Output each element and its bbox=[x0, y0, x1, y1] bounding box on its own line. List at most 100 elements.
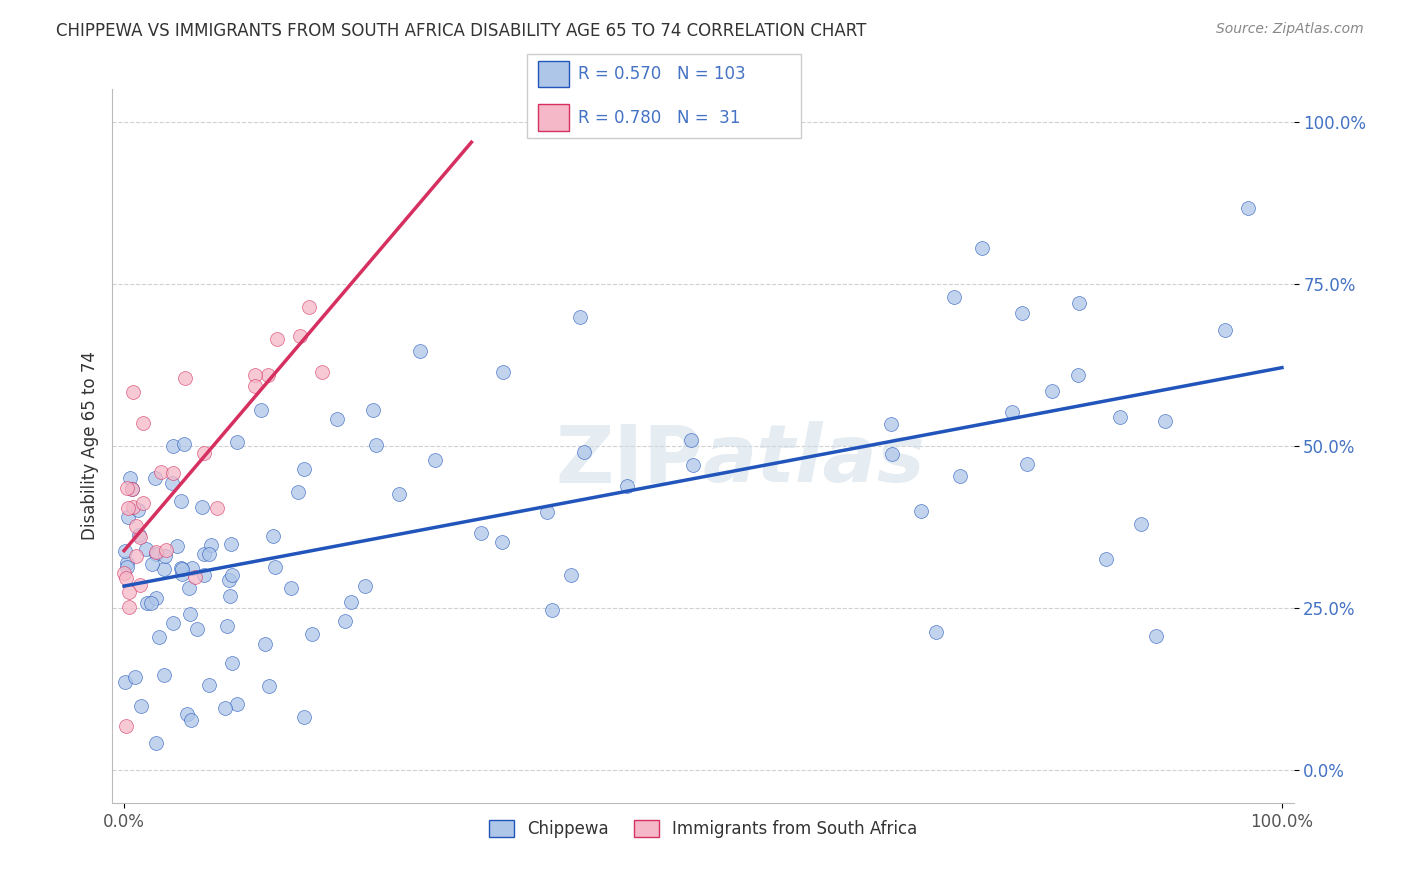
Point bbox=[174, 371, 197, 385]
Point bbox=[972, 241, 994, 255]
Point bbox=[221, 568, 243, 582]
Point bbox=[207, 501, 229, 516]
Point bbox=[184, 569, 207, 583]
Point bbox=[616, 479, 638, 493]
Point bbox=[122, 385, 145, 400]
Point bbox=[1011, 306, 1033, 320]
Point bbox=[409, 343, 432, 358]
Point bbox=[125, 519, 148, 533]
Point bbox=[170, 493, 193, 508]
Point bbox=[145, 547, 167, 561]
Point bbox=[301, 627, 323, 641]
Point bbox=[115, 481, 138, 495]
Point bbox=[361, 403, 384, 417]
Point bbox=[129, 530, 152, 544]
Legend: Chippewa, Immigrants from South Africa: Chippewa, Immigrants from South Africa bbox=[482, 813, 924, 845]
Point bbox=[125, 549, 148, 563]
Point bbox=[139, 596, 162, 610]
Point bbox=[218, 574, 240, 588]
Point bbox=[118, 585, 141, 599]
Text: Source: ZipAtlas.com: Source: ZipAtlas.com bbox=[1216, 22, 1364, 37]
Point bbox=[115, 560, 138, 574]
Point bbox=[354, 579, 377, 593]
Point bbox=[197, 678, 219, 692]
Point bbox=[162, 439, 184, 453]
Text: R = 0.780   N =  31: R = 0.780 N = 31 bbox=[578, 109, 740, 127]
Point bbox=[132, 416, 155, 430]
Point bbox=[112, 566, 135, 581]
Point bbox=[1001, 405, 1024, 419]
Point bbox=[128, 528, 150, 542]
Point bbox=[880, 447, 903, 461]
Point bbox=[288, 328, 311, 343]
Point bbox=[1109, 410, 1132, 425]
Point bbox=[145, 736, 167, 750]
Point bbox=[135, 542, 157, 557]
Y-axis label: Disability Age 65 to 74: Disability Age 65 to 74 bbox=[80, 351, 98, 541]
Point bbox=[250, 403, 273, 417]
Point bbox=[221, 657, 243, 671]
Point bbox=[117, 501, 139, 516]
Point bbox=[162, 466, 184, 480]
Point bbox=[470, 526, 492, 541]
Point bbox=[114, 674, 136, 689]
Point bbox=[1040, 384, 1063, 398]
Point bbox=[193, 446, 215, 460]
Text: CHIPPEWA VS IMMIGRANTS FROM SOUTH AFRICA DISABILITY AGE 65 TO 74 CORRELATION CHA: CHIPPEWA VS IMMIGRANTS FROM SOUTH AFRICA… bbox=[56, 22, 866, 40]
Point bbox=[536, 504, 558, 518]
Point bbox=[943, 290, 966, 304]
Point bbox=[340, 595, 363, 609]
Point bbox=[114, 718, 136, 732]
Point bbox=[262, 529, 284, 543]
Point bbox=[1069, 295, 1091, 310]
Point bbox=[215, 619, 238, 633]
Point bbox=[1017, 457, 1039, 471]
Point bbox=[172, 566, 194, 581]
Point bbox=[149, 465, 172, 479]
Point bbox=[145, 545, 167, 559]
Point bbox=[115, 571, 138, 585]
Point bbox=[572, 445, 595, 459]
Point bbox=[1129, 516, 1152, 531]
Point bbox=[153, 549, 176, 564]
Point bbox=[145, 591, 167, 605]
Point bbox=[179, 607, 201, 621]
Point bbox=[333, 614, 356, 628]
Point bbox=[225, 698, 247, 712]
Point bbox=[682, 458, 704, 472]
Point bbox=[214, 700, 236, 714]
Point bbox=[153, 668, 176, 682]
Point bbox=[257, 368, 280, 383]
Point bbox=[170, 560, 193, 574]
Point bbox=[191, 500, 214, 515]
Point bbox=[1213, 323, 1236, 337]
Point bbox=[170, 562, 193, 576]
Point bbox=[263, 559, 285, 574]
Point bbox=[129, 698, 152, 713]
Point bbox=[155, 543, 177, 558]
Point bbox=[326, 412, 349, 426]
Point bbox=[117, 510, 139, 524]
Point bbox=[243, 379, 266, 393]
Point bbox=[491, 535, 513, 549]
Point bbox=[180, 561, 202, 575]
Point bbox=[121, 483, 143, 497]
Point bbox=[1144, 629, 1167, 643]
Point bbox=[117, 556, 139, 570]
Point bbox=[540, 603, 562, 617]
Point bbox=[114, 544, 136, 558]
Point bbox=[681, 434, 703, 448]
Point bbox=[492, 366, 515, 380]
Point bbox=[949, 468, 972, 483]
Text: R = 0.570   N = 103: R = 0.570 N = 103 bbox=[578, 65, 745, 83]
Text: ZIP: ZIP bbox=[555, 421, 703, 500]
Point bbox=[141, 557, 163, 571]
Point bbox=[135, 596, 157, 610]
Point bbox=[162, 615, 184, 630]
Point bbox=[177, 581, 200, 595]
Point bbox=[311, 365, 333, 379]
Point bbox=[266, 332, 288, 346]
Point bbox=[298, 300, 321, 314]
Point bbox=[219, 590, 242, 604]
Point bbox=[280, 581, 302, 595]
